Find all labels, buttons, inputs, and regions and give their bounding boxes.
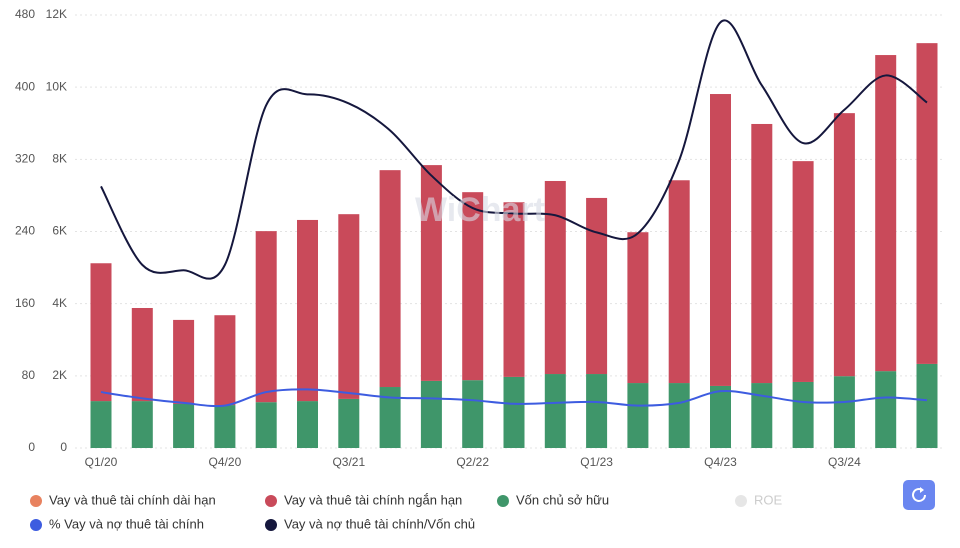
- legend-marker: [497, 495, 509, 507]
- bar: [544, 180, 566, 375]
- bar: [297, 219, 318, 402]
- legend-marker: [265, 519, 277, 531]
- y-tick-label: 480: [15, 7, 35, 21]
- bar: [255, 402, 277, 448]
- bar: [875, 371, 897, 448]
- legend-marker: [30, 495, 42, 507]
- bar: [297, 401, 318, 448]
- legend-item: Vay và thuê tài chính ngắn hạn: [265, 492, 462, 507]
- bar: [792, 381, 814, 448]
- y-tick-label: 400: [15, 79, 35, 93]
- refresh-button[interactable]: [903, 480, 935, 510]
- line: [100, 19, 928, 280]
- refresh-icon-arrow[interactable]: [920, 487, 924, 493]
- bar: [503, 202, 525, 377]
- refresh-icon[interactable]: [912, 487, 926, 502]
- bar: [710, 385, 731, 448]
- legend-item: Vay và thuê tài chính dài hạn: [30, 492, 216, 507]
- y-tick-label: 240: [15, 224, 35, 238]
- legend-marker: [265, 495, 277, 507]
- bar: [751, 123, 773, 384]
- y2-tick-label: 2K: [52, 368, 67, 382]
- x-tick-label: Q4/23: [704, 455, 737, 469]
- bar: [379, 170, 401, 388]
- bar: [668, 180, 690, 384]
- y-tick-label: 0: [28, 440, 35, 454]
- bar: [627, 232, 649, 384]
- watermark: WiChart: [415, 191, 545, 229]
- bar: [379, 387, 401, 448]
- bar: [214, 315, 236, 406]
- bar: [90, 401, 112, 448]
- legend-marker: [735, 495, 747, 507]
- y-tick-label: 80: [22, 368, 36, 382]
- bar: [462, 192, 484, 381]
- bar: [916, 43, 938, 364]
- bar: [338, 398, 360, 448]
- y2-tick-label: 0: [60, 440, 67, 454]
- bar: [503, 376, 525, 448]
- line: [100, 388, 928, 408]
- legend-item: ROE: [735, 492, 783, 507]
- legend: Vay và thuê tài chính dài hạn Vay và thuê…: [30, 492, 783, 531]
- legend-label: Vay và thuê tài chính ngắn hạn: [284, 492, 462, 507]
- legend-label: Vay và nợ thuê tài chính/Vốn chủ: [284, 516, 475, 531]
- bar: [792, 161, 814, 382]
- legend-item: % Vay và nợ thuê tài chính: [30, 516, 204, 531]
- y2-tick-label: 4K: [52, 296, 67, 310]
- bar: [255, 231, 277, 403]
- bar: [131, 401, 153, 448]
- legend-marker: [30, 519, 42, 531]
- bar: [751, 383, 773, 448]
- bar: [462, 380, 484, 448]
- bar: [90, 263, 112, 402]
- legend-label: Vay và thuê tài chính dài hạn: [49, 492, 216, 507]
- x-tick-label: Q1/20: [85, 455, 118, 469]
- legend-label: Vốn chủ sở hữu: [516, 492, 609, 507]
- bar: [420, 380, 442, 448]
- y2-tick-label: 10K: [46, 79, 67, 93]
- x-tick-label: Q3/21: [332, 455, 365, 469]
- bar: [544, 374, 566, 448]
- bar: [875, 55, 897, 372]
- legend-item: Vay và nợ thuê tài chính/Vốn chủ: [265, 516, 475, 531]
- bar: [173, 403, 195, 448]
- x-tick-label: Q4/20: [209, 455, 242, 469]
- y2-tick-label: 12K: [46, 7, 67, 21]
- y-tick-label: 320: [15, 152, 35, 166]
- bar: [173, 319, 195, 404]
- bar: [586, 197, 608, 375]
- refresh-button-bg[interactable]: [903, 480, 935, 510]
- x-tick-label: Q2/22: [456, 455, 489, 469]
- bar: [131, 307, 153, 402]
- bar: [668, 383, 690, 448]
- bar: [214, 405, 236, 448]
- x-tick-label: Q1/23: [580, 455, 613, 469]
- bar: [833, 113, 855, 377]
- y-tick-label: 160: [15, 296, 35, 310]
- bar: [627, 383, 649, 448]
- y2-tick-label: 6K: [52, 224, 67, 238]
- x-tick-label: Q3/24: [828, 455, 861, 469]
- bar: [916, 363, 938, 448]
- y2-tick-label: 8K: [52, 152, 67, 166]
- legend-label: ROE: [754, 492, 783, 507]
- bar: [338, 214, 360, 399]
- bar: [710, 94, 731, 386]
- legend-label: % Vay và nợ thuê tài chính: [49, 516, 204, 531]
- bar: [420, 165, 442, 381]
- legend-item: Vốn chủ sở hữu: [497, 492, 609, 507]
- bar: [833, 376, 855, 448]
- bar: [586, 374, 608, 448]
